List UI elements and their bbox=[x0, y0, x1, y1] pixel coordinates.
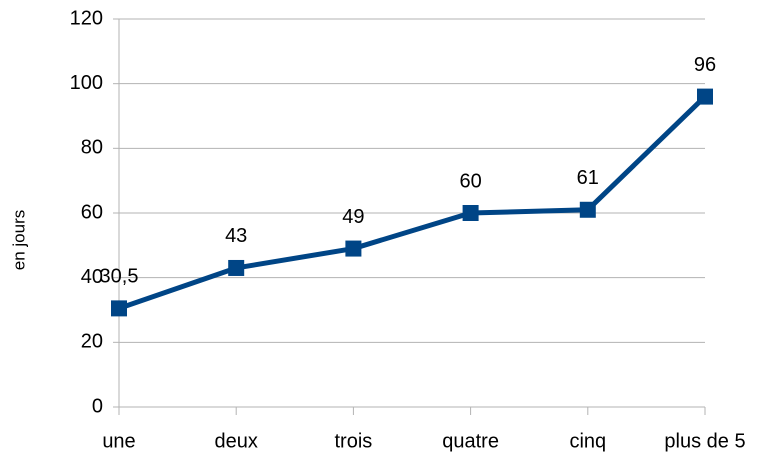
data-label: 61 bbox=[577, 167, 599, 189]
y-tick-label: 0 bbox=[92, 395, 103, 417]
y-tick-label: 120 bbox=[70, 7, 103, 29]
data-label: 30,5 bbox=[100, 266, 139, 288]
y-tick-label: 80 bbox=[81, 137, 103, 159]
x-tick-label: cinq bbox=[569, 430, 606, 452]
data-label: 49 bbox=[342, 206, 364, 228]
data-label: 60 bbox=[459, 170, 481, 192]
x-tick-label: une bbox=[102, 430, 135, 452]
data-label: 43 bbox=[225, 225, 247, 247]
y-tick-label: 100 bbox=[70, 72, 103, 94]
y-tick-label: 40 bbox=[81, 266, 103, 288]
marker bbox=[228, 259, 245, 276]
marker bbox=[579, 201, 596, 218]
y-tick-label: 20 bbox=[81, 331, 103, 353]
y-tick-label: 60 bbox=[81, 201, 103, 223]
x-tick-label: deux bbox=[215, 430, 258, 452]
x-tick-label: plus de 5 bbox=[664, 430, 745, 452]
line bbox=[118, 94, 707, 311]
x-tick-label: quatre bbox=[442, 430, 499, 452]
marker bbox=[111, 300, 127, 317]
marker bbox=[462, 205, 479, 221]
y-axis-label: en jours bbox=[9, 210, 28, 270]
x-tick-label: trois bbox=[335, 430, 373, 452]
marker bbox=[697, 88, 713, 105]
data-label: 96 bbox=[694, 54, 716, 76]
marker bbox=[345, 240, 362, 257]
